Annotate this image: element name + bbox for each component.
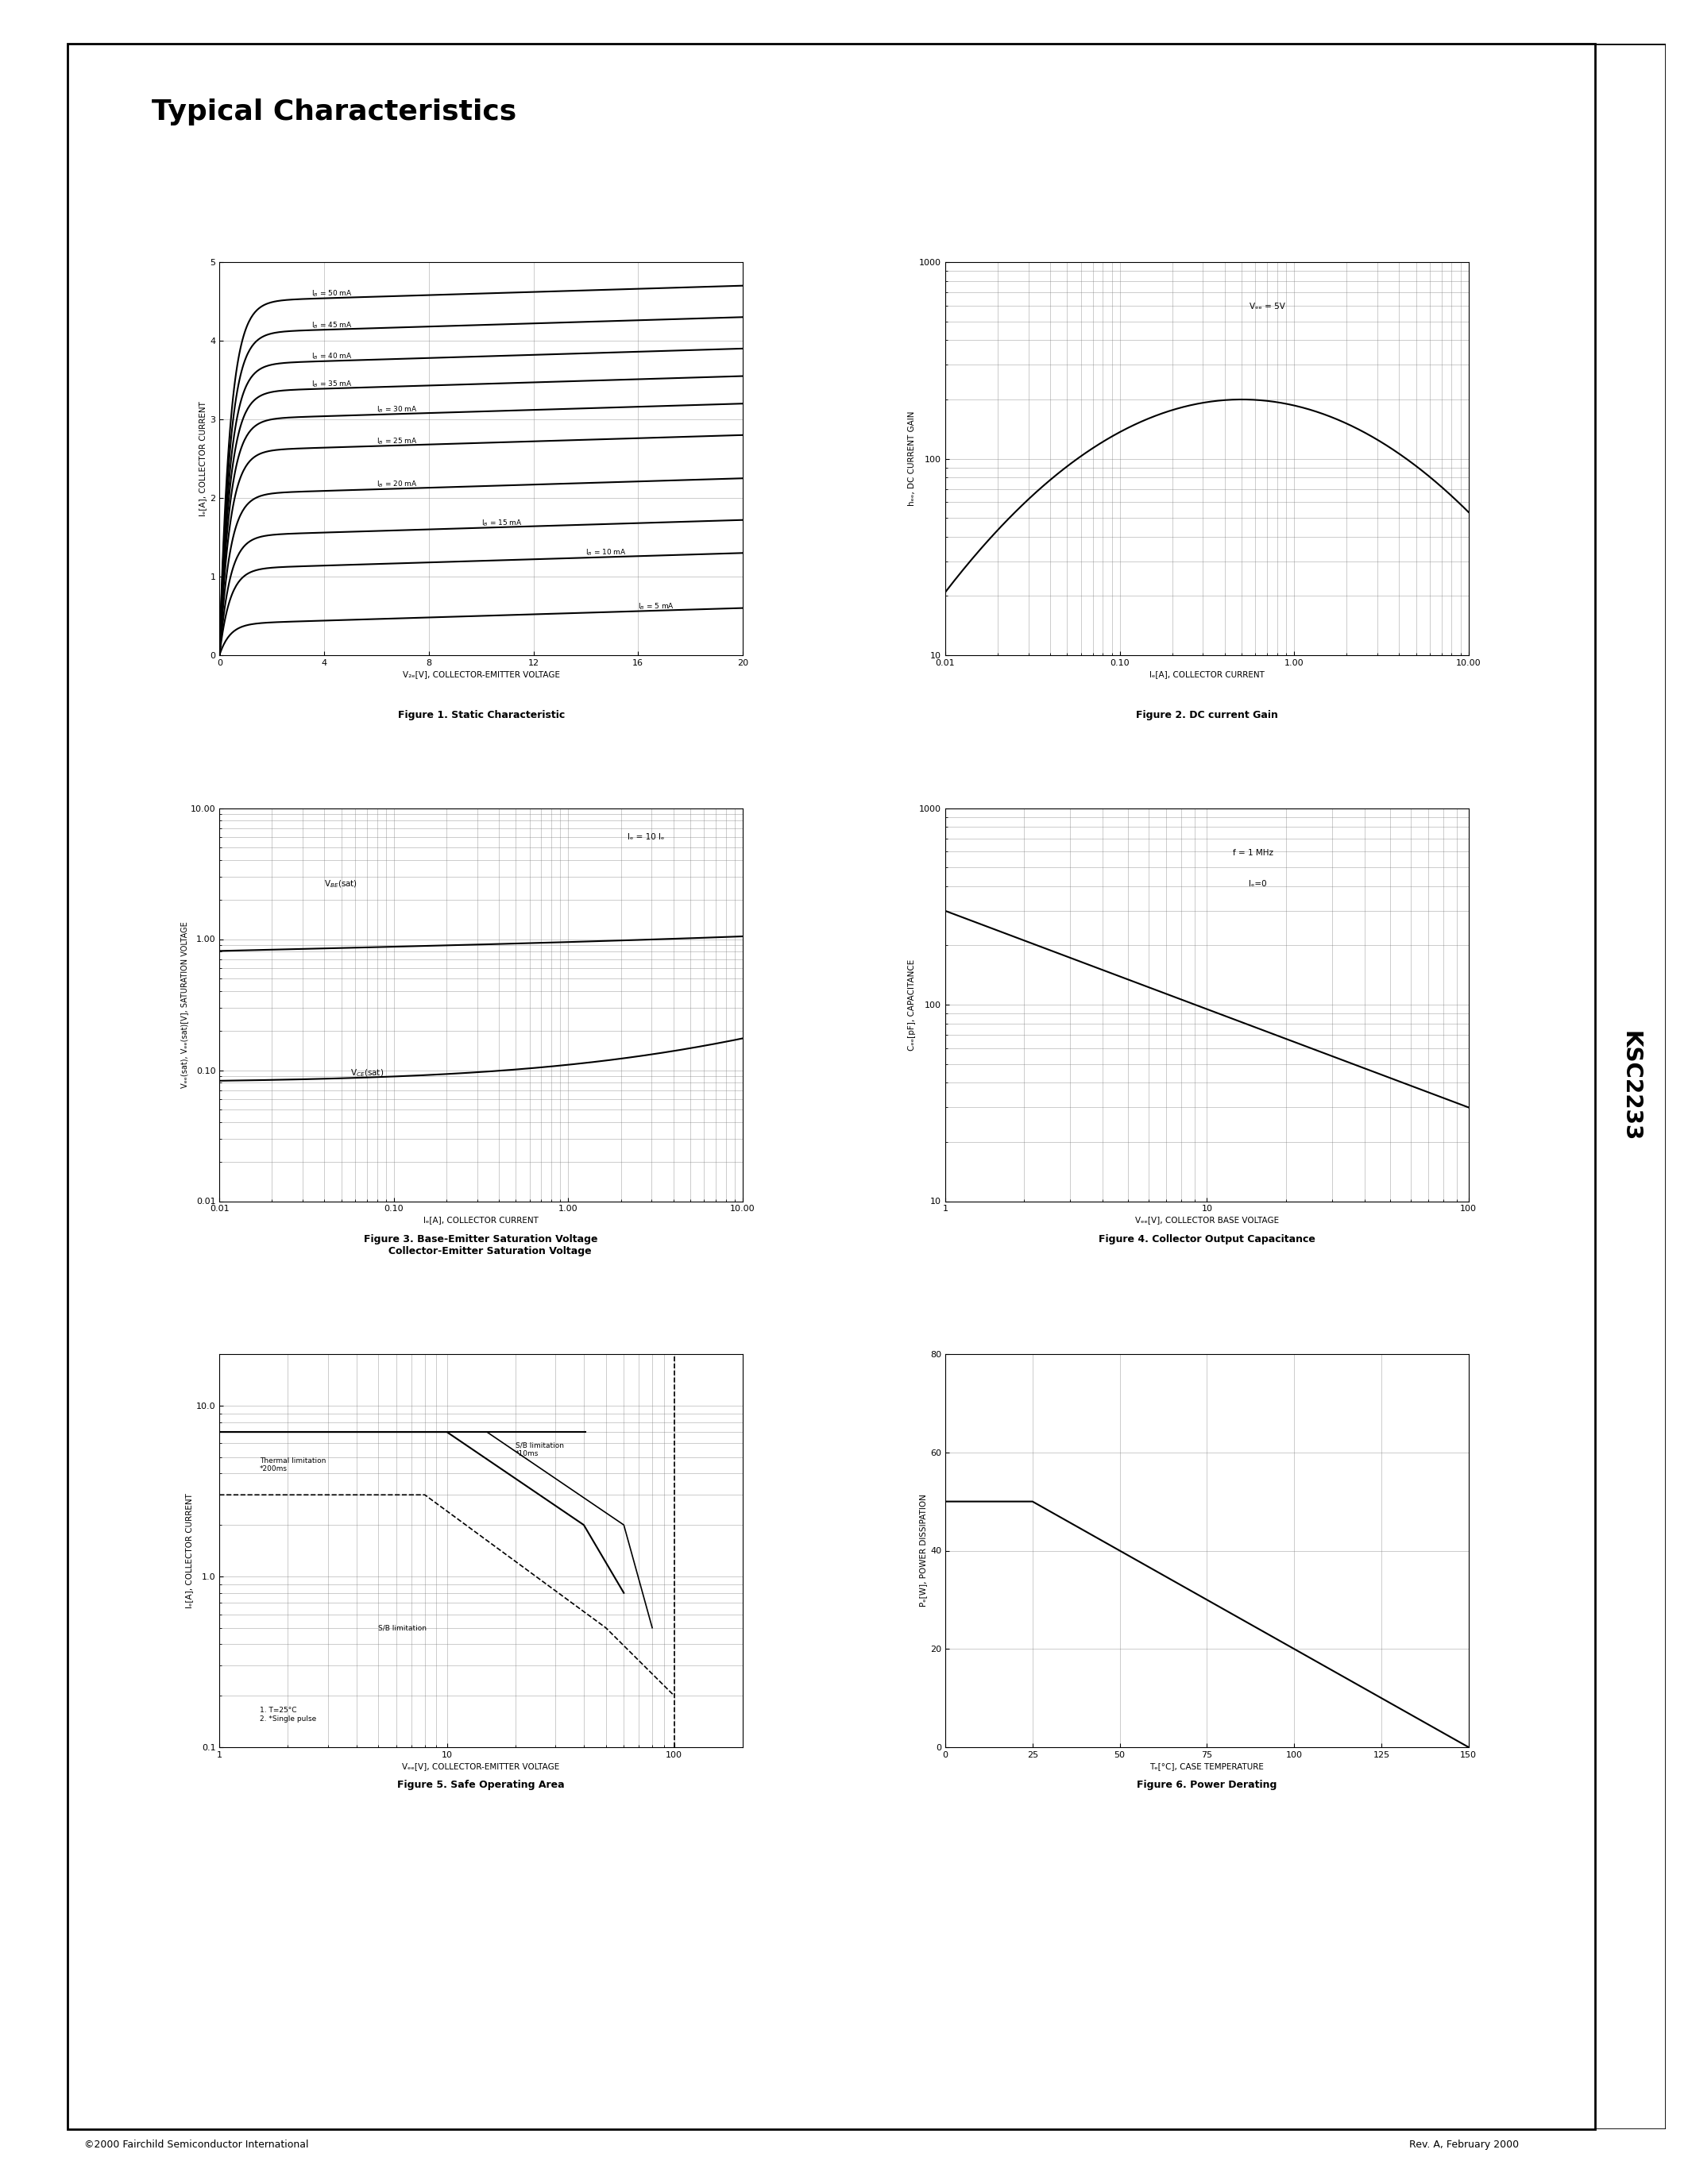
Text: Figure 3. Base-Emitter Saturation Voltage
     Collector-Emitter Saturation Volt: Figure 3. Base-Emitter Saturation Voltag… [365,1234,598,1256]
Text: I$_B$ = 10 mA: I$_B$ = 10 mA [586,548,626,557]
Text: V$_{BE}$(sat): V$_{BE}$(sat) [324,878,358,889]
Text: I$_B$ = 50 mA: I$_B$ = 50 mA [311,288,353,299]
Y-axis label: Cₑₑ[pF], CAPACITANCE: Cₑₑ[pF], CAPACITANCE [908,959,917,1051]
Text: I$_B$ = 20 mA: I$_B$ = 20 mA [376,478,417,489]
Text: Figure 2. DC current Gain: Figure 2. DC current Gain [1136,710,1278,721]
Y-axis label: Pₑ[W], POWER DISSIPATION: Pₑ[W], POWER DISSIPATION [918,1494,927,1607]
V$_{CE}$(sat) [520,1055,540,1081]
V$_{CE}$(sat) [209,1068,230,1094]
Text: Iₑ = 10 Iₑ: Iₑ = 10 Iₑ [628,832,665,841]
X-axis label: Iₑ[A], COLLECTOR CURRENT: Iₑ[A], COLLECTOR CURRENT [424,1216,538,1225]
X-axis label: Vₑₑ[V], COLLECTOR BASE VOLTAGE: Vₑₑ[V], COLLECTOR BASE VOLTAGE [1134,1216,1280,1225]
Text: Figure 6. Power Derating: Figure 6. Power Derating [1138,1780,1278,1791]
Text: S/B limitation: S/B limitation [378,1625,427,1631]
Text: Thermal limitation
*200ms: Thermal limitation *200ms [260,1457,326,1472]
X-axis label: Tₑ[°C], CASE TEMPERATURE: Tₑ[°C], CASE TEMPERATURE [1150,1762,1264,1771]
Text: I$_B$ = 15 mA: I$_B$ = 15 mA [481,518,522,529]
Text: Rev. A, February 2000: Rev. A, February 2000 [1409,2140,1519,2149]
Text: KSC2233: KSC2233 [1629,1031,1653,1153]
X-axis label: V₂ₑ[V], COLLECTOR-EMITTER VOLTAGE: V₂ₑ[V], COLLECTOR-EMITTER VOLTAGE [402,670,560,679]
Text: I$_B$ = 35 mA: I$_B$ = 35 mA [311,380,353,389]
Y-axis label: hₑₑ, DC CURRENT GAIN: hₑₑ, DC CURRENT GAIN [908,411,917,507]
FancyBboxPatch shape [1595,44,1666,2129]
Text: Typical Characteristics: Typical Characteristics [152,98,517,124]
Y-axis label: Iₑ[A], COLLECTOR CURRENT: Iₑ[A], COLLECTOR CURRENT [184,1494,192,1607]
V$_{BE}$(sat) [211,937,231,963]
V$_{BE}$(sat) [650,926,670,952]
V$_{BE}$(sat) [520,930,540,957]
Text: ©2000 Fairchild Semiconductor International: ©2000 Fairchild Semiconductor Internatio… [84,2140,309,2149]
Text: V$_{CE}$(sat): V$_{CE}$(sat) [351,1068,383,1079]
V$_{CE}$(sat) [522,1055,542,1081]
Text: I$_B$ = 30 mA: I$_B$ = 30 mA [376,404,417,415]
Y-axis label: Iₑ[A], COLLECTOR CURRENT: Iₑ[A], COLLECTOR CURRENT [199,402,206,515]
Text: 1. T=25°C
2. *Single pulse: 1. T=25°C 2. *Single pulse [260,1708,316,1723]
Line: V$_{BE}$(sat): V$_{BE}$(sat) [219,937,743,950]
X-axis label: Vₑₑ[V], COLLECTOR-EMITTER VOLTAGE: Vₑₑ[V], COLLECTOR-EMITTER VOLTAGE [402,1762,560,1771]
Text: I$_B$ = 25 mA: I$_B$ = 25 mA [376,437,417,446]
V$_{BE}$(sat) [733,924,753,950]
Line: V$_{CE}$(sat): V$_{CE}$(sat) [219,1037,743,1081]
Text: Vₑₑ = 5V: Vₑₑ = 5V [1249,304,1286,310]
Y-axis label: Vₑₑ(sat), Vₑₑ(sat)[V], SATURATION VOLTAGE: Vₑₑ(sat), Vₑₑ(sat)[V], SATURATION VOLTAG… [181,922,189,1088]
Text: I$_B$ = 5 mA: I$_B$ = 5 mA [638,601,675,612]
Text: f = 1 MHz: f = 1 MHz [1232,850,1274,856]
V$_{BE}$(sat) [530,930,550,957]
X-axis label: Iₑ[A], COLLECTOR CURRENT: Iₑ[A], COLLECTOR CURRENT [1150,670,1264,679]
Text: Iₑ=0: Iₑ=0 [1249,880,1266,889]
Text: I$_B$ = 40 mA: I$_B$ = 40 mA [311,352,353,363]
Text: Figure 5. Safe Operating Area: Figure 5. Safe Operating Area [397,1780,565,1791]
V$_{BE}$(sat) [209,937,230,963]
V$_{CE}$(sat) [211,1068,231,1094]
Text: Figure 1. Static Characteristic: Figure 1. Static Characteristic [398,710,564,721]
V$_{BE}$(sat) [684,926,704,952]
Text: Figure 4. Collector Output Capacitance: Figure 4. Collector Output Capacitance [1099,1234,1315,1245]
V$_{CE}$(sat) [530,1055,550,1081]
Text: S/B limitation
*10ms: S/B limitation *10ms [515,1441,564,1457]
V$_{CE}$(sat) [650,1040,670,1066]
Text: KSC2233: KSC2233 [1619,1031,1642,1142]
V$_{CE}$(sat) [684,1035,704,1061]
V$_{BE}$(sat) [522,930,542,957]
FancyBboxPatch shape [68,44,1595,2129]
V$_{CE}$(sat) [733,1024,753,1051]
Text: I$_B$ = 45 mA: I$_B$ = 45 mA [311,321,353,330]
